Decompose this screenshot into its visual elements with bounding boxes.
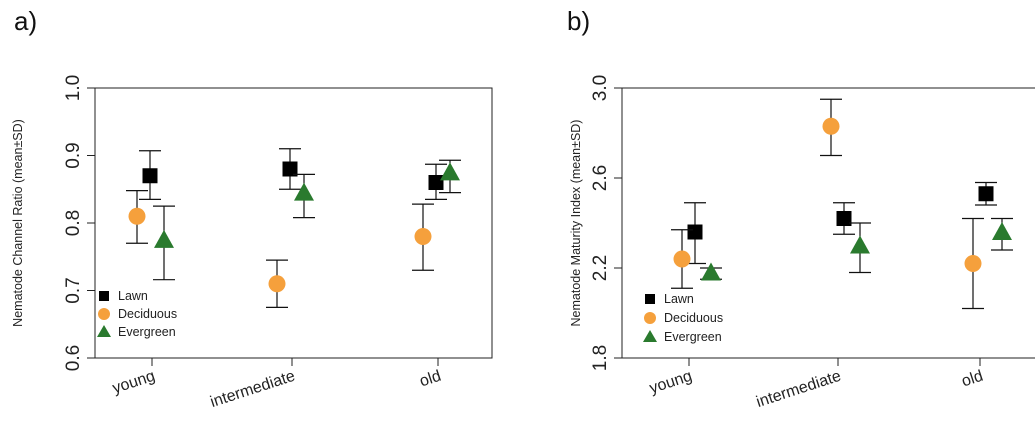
x-tick-label-young: young <box>111 368 158 398</box>
data-point-evergreen-young <box>701 262 721 281</box>
data-point-lawn-old <box>428 175 444 190</box>
legend-swatch-lawn <box>99 291 109 301</box>
series-deciduous <box>671 98 984 310</box>
legend-swatch-deciduous <box>644 312 656 324</box>
data-point-lawn-young <box>687 224 703 240</box>
y-tick-label: 2.2 <box>590 255 611 281</box>
legend-swatch-lawn <box>645 294 655 304</box>
legend-label-deciduous: Deciduous <box>664 311 723 325</box>
y-tick-label: 0.6 <box>63 345 84 371</box>
y-axis-title: Nematode Maturity Index (mean±SD) <box>569 120 583 327</box>
x-tick-label-intermediate: intermediate <box>754 368 843 411</box>
x-tick-label-old: old <box>418 368 444 391</box>
legend: Lawn Deciduous Evergreen <box>643 292 723 344</box>
legend-label-evergreen: Evergreen <box>118 325 176 339</box>
legend-label-evergreen: Evergreen <box>664 330 722 344</box>
data-point-evergreen-young <box>154 229 174 248</box>
y-tick-label: 0.8 <box>63 210 84 236</box>
x-tick-label-intermediate: intermediate <box>208 368 297 411</box>
series-evergreen <box>700 217 1013 281</box>
data-point-deciduous-old <box>414 228 432 245</box>
data-point-lawn-intermediate <box>282 161 298 177</box>
data-point-deciduous-intermediate <box>822 117 840 135</box>
legend: Lawn Deciduous Evergreen <box>97 289 177 339</box>
legend-swatch-deciduous <box>98 308 110 320</box>
legend-swatch-evergreen <box>97 325 111 337</box>
plot-frame <box>621 87 1035 359</box>
y-tick-label: 1.0 <box>63 75 84 101</box>
chart-panel-b: b) 1.8 2.2 2.6 3.0 Nematode Maturity Index (m… <box>567 6 1035 411</box>
data-point-evergreen-intermediate <box>850 235 870 254</box>
data-point-evergreen-old <box>992 222 1012 240</box>
x-tick-label-young: young <box>648 368 695 398</box>
series-deciduous <box>126 190 434 308</box>
data-point-lawn-intermediate <box>836 211 852 226</box>
data-point-lawn-young <box>142 168 158 184</box>
chart-panel-a: a) 0.6 0.7 0.8 0.9 1.0 Nematode Channel Ratio … <box>11 6 493 411</box>
data-point-deciduous-young <box>673 250 691 268</box>
y-axis-title: Nematode Channel Ratio (mean±SD) <box>11 119 25 327</box>
panel-label: a) <box>14 6 37 36</box>
y-tick-label: 0.7 <box>63 277 84 303</box>
data-point-deciduous-intermediate <box>268 275 286 293</box>
data-point-lawn-old <box>978 186 994 202</box>
y-tick-label: 1.8 <box>590 345 611 371</box>
panel-label: b) <box>567 6 590 36</box>
legend-label-lawn: Lawn <box>118 289 148 303</box>
x-tick-label-old: old <box>960 368 986 391</box>
y-tick-label: 3.0 <box>590 75 611 101</box>
y-tick-label: 0.9 <box>63 142 84 168</box>
data-point-evergreen-old <box>440 162 460 181</box>
legend-swatch-evergreen <box>643 330 657 342</box>
legend-label-deciduous: Deciduous <box>118 307 177 321</box>
series-lawn <box>684 181 997 265</box>
series-evergreen <box>153 159 461 281</box>
data-point-deciduous-old <box>964 255 982 272</box>
data-point-deciduous-young <box>128 207 146 225</box>
legend-label-lawn: Lawn <box>664 292 694 306</box>
data-point-evergreen-intermediate <box>294 182 314 201</box>
series-lawn <box>139 148 447 200</box>
y-tick-label: 2.6 <box>590 165 611 191</box>
